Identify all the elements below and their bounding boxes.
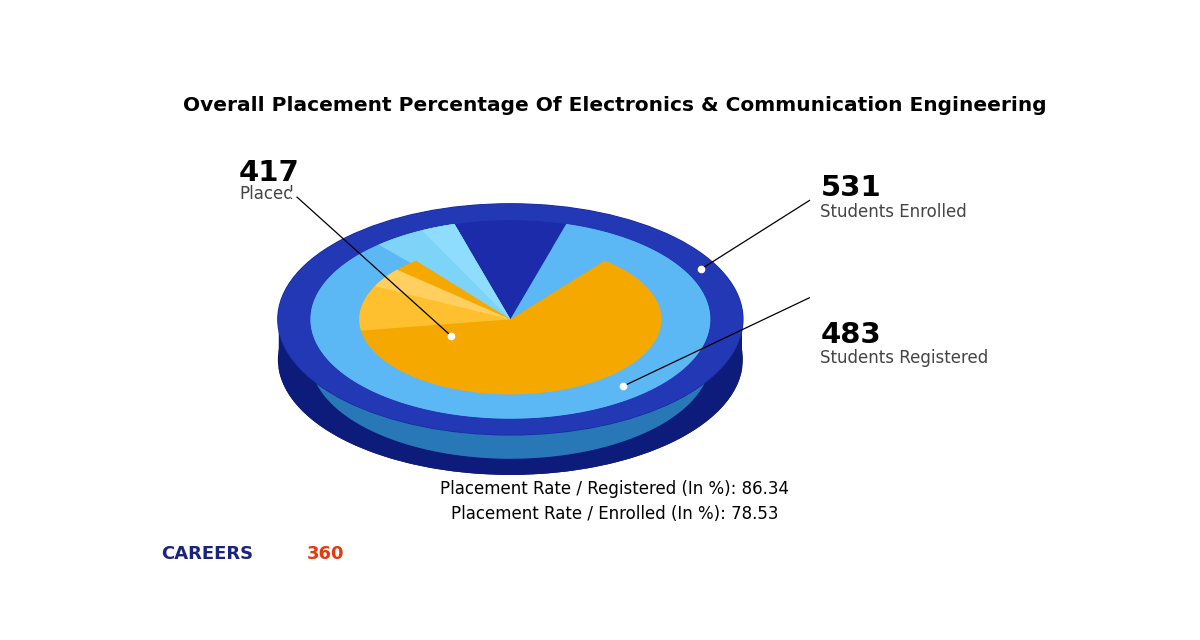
- Polygon shape: [374, 269, 510, 319]
- Text: Placed: Placed: [239, 185, 294, 203]
- Text: CAREERS: CAREERS: [162, 545, 253, 563]
- Polygon shape: [510, 224, 566, 360]
- Polygon shape: [311, 224, 710, 419]
- Text: 531: 531: [821, 175, 881, 202]
- Polygon shape: [416, 260, 510, 360]
- Text: Overall Placement Percentage Of Electronics & Communication Engineering: Overall Placement Percentage Of Electron…: [184, 96, 1046, 115]
- Polygon shape: [278, 204, 743, 435]
- Polygon shape: [278, 204, 743, 435]
- Polygon shape: [360, 327, 661, 435]
- Text: 360: 360: [306, 545, 344, 563]
- Text: Students Registered: Students Registered: [821, 349, 989, 367]
- Polygon shape: [312, 330, 709, 459]
- Polygon shape: [278, 330, 742, 475]
- Ellipse shape: [278, 204, 743, 435]
- Ellipse shape: [359, 244, 661, 394]
- Polygon shape: [359, 260, 661, 394]
- Polygon shape: [359, 269, 510, 331]
- Text: Students Enrolled: Students Enrolled: [821, 202, 967, 221]
- Polygon shape: [311, 328, 709, 459]
- Polygon shape: [378, 224, 510, 319]
- Polygon shape: [422, 224, 510, 319]
- Text: 417: 417: [239, 159, 300, 187]
- Polygon shape: [374, 269, 510, 319]
- Polygon shape: [379, 357, 641, 435]
- Polygon shape: [359, 260, 661, 394]
- Polygon shape: [359, 269, 510, 331]
- Polygon shape: [311, 224, 710, 419]
- Polygon shape: [510, 260, 605, 360]
- Polygon shape: [422, 224, 510, 319]
- Text: Placement Rate / Registered (In %): 86.34: Placement Rate / Registered (In %): 86.3…: [440, 480, 790, 498]
- Ellipse shape: [311, 220, 710, 419]
- Ellipse shape: [278, 244, 743, 475]
- Polygon shape: [455, 224, 510, 360]
- Text: Placement Rate / Enrolled (In %): 78.53: Placement Rate / Enrolled (In %): 78.53: [451, 505, 779, 523]
- Polygon shape: [378, 224, 510, 319]
- Text: 483: 483: [821, 321, 881, 349]
